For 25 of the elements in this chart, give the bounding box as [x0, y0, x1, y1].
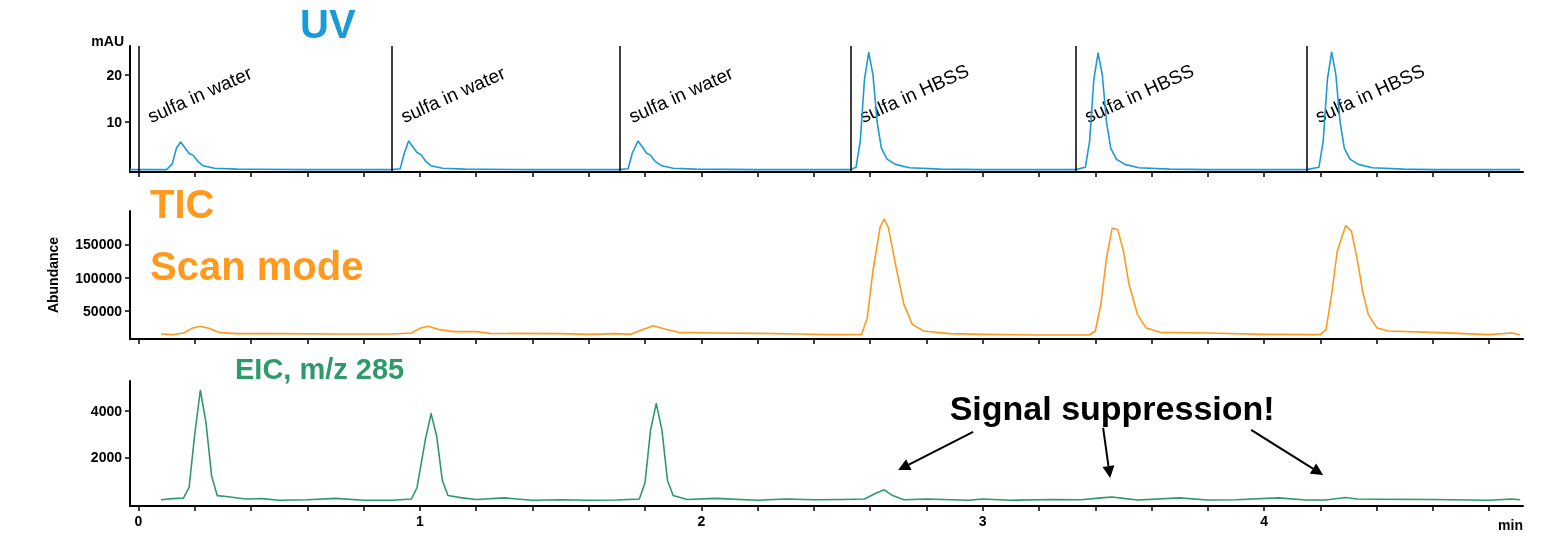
ref-line-label: sulfa in water — [625, 61, 737, 127]
x-axis-title: min — [1498, 517, 1523, 533]
x-tick-label: 1 — [415, 513, 424, 529]
y-tick-label: 10 — [106, 114, 123, 131]
annotation: Signal suppression! — [949, 388, 1275, 427]
ref-line-label: sulfa in water — [397, 61, 509, 127]
ref-line-label: sulfa in HBSS — [856, 59, 972, 127]
y-tick-label: 20 — [106, 66, 123, 83]
y-tick-label: 4000 — [90, 403, 123, 420]
ref-line-label: sulfa in water — [144, 61, 256, 127]
series-label: EIC, m/z 285 — [235, 352, 405, 385]
y-axis-title: Abundance — [45, 236, 61, 314]
x-tick-label: 3 — [978, 513, 987, 529]
annotation: Scan mode — [150, 244, 364, 288]
ref-line-label: sulfa in HBSS — [1081, 59, 1197, 127]
y-tick-label: 50000 — [83, 303, 123, 319]
x-tick-label: 4 — [1260, 513, 1269, 529]
text: TIC — [150, 182, 215, 226]
x-tick-label: 2 — [697, 513, 706, 529]
x-tick-label: 0 — [134, 513, 143, 529]
y-tick-label: 2000 — [90, 449, 123, 466]
y-axis-title: mAU — [91, 33, 124, 49]
y-tick-label: 100000 — [75, 269, 123, 286]
text: UV — [300, 2, 356, 46]
y-tick-label: 150000 — [75, 236, 123, 253]
